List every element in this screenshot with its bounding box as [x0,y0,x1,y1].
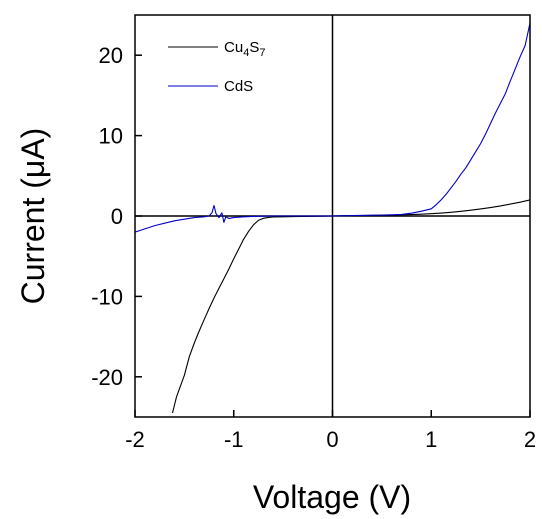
x-tick-label: 1 [425,427,437,452]
y-tick-label: -20 [91,365,123,390]
y-tick-label: 10 [99,124,123,149]
y-axis-title: Current (μA) [15,128,51,305]
legend-label-cu4s7: Cu4S7 [224,39,265,59]
x-axis: -2 -1 0 1 2 [125,410,536,452]
y-axis: -20 -10 0 10 20 [91,43,142,390]
y-tick-label: 20 [99,43,123,68]
x-axis-title: Voltage (V) [253,479,411,515]
x-tick-label: -1 [224,427,244,452]
legend-label-cds: CdS [224,78,253,95]
x-tick-label: -2 [125,427,145,452]
series-layer [135,22,530,414]
series-line-cu4s7 [171,199,530,414]
series-line-cds [135,22,530,233]
legend: Cu4S7 CdS [168,39,265,95]
y-tick-label: -10 [91,284,123,309]
x-tick-label: 0 [326,427,338,452]
x-tick-label: 2 [524,427,536,452]
y-tick-label: 0 [111,204,123,229]
